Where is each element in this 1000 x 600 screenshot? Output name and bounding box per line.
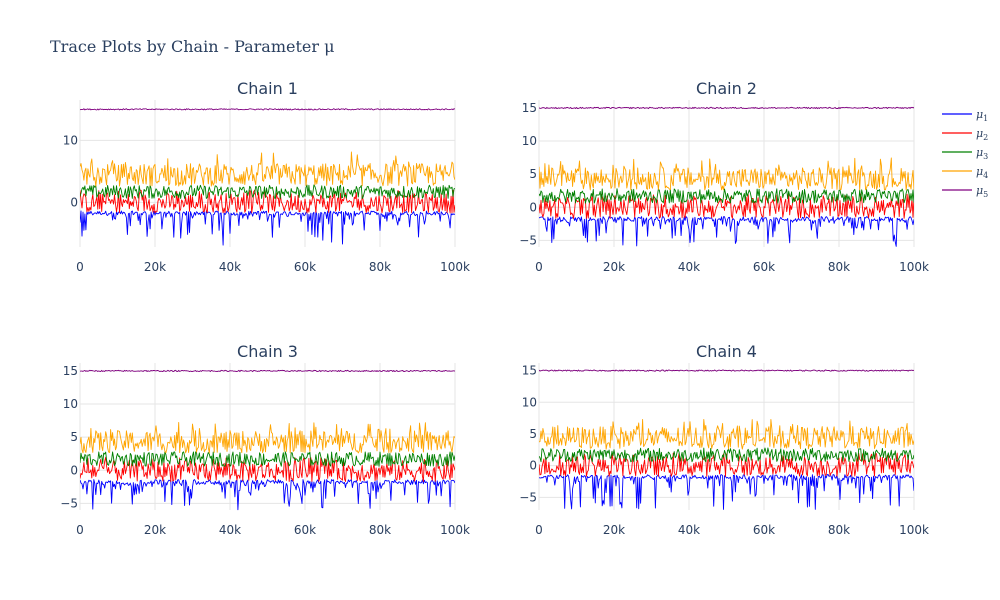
x-tick-label: 80k (369, 523, 391, 537)
traces (539, 369, 914, 510)
legend-item[interactable]: μ2 (942, 127, 988, 142)
x-tick-label: 40k (678, 523, 700, 537)
traces (80, 108, 455, 246)
x-tick-label: 20k (603, 260, 625, 274)
legend-subscript: 3 (983, 152, 988, 161)
panel-chain-3: Chain 3 0 20k 40k 60k 80k 100k −5 0 5 10 15 (60, 342, 470, 537)
y-tick-label: 5 (529, 167, 537, 181)
legend-subscript: 4 (983, 171, 988, 180)
y-tick-label: 15 (522, 364, 537, 378)
legend-symbol: μ (976, 127, 983, 140)
panel-chain-1: Chain 1 0 20k 40k 60k 80k 100k 0 10 (63, 79, 470, 274)
legend-symbol: μ (976, 165, 983, 178)
trace-μ4 (539, 157, 914, 191)
panel-chain-4: Chain 4 0 20k 40k 60k 80k 100k −5 0 5 10 15 (519, 342, 929, 537)
x-tick-label: 60k (753, 523, 775, 537)
trace-μ3 (80, 184, 455, 200)
x-tick-label: 80k (828, 260, 850, 274)
x-tick-label: 100k (440, 260, 470, 274)
trace-μ4 (80, 422, 455, 454)
y-tick-label: −5 (60, 496, 78, 510)
panel-title: Chain 4 (696, 342, 757, 361)
legend-symbol: μ (976, 184, 983, 197)
y-tick-label: 0 (70, 195, 78, 209)
x-tick-label: 40k (219, 523, 241, 537)
panel-title: Chain 1 (237, 79, 298, 98)
panel-title: Chain 2 (696, 79, 757, 98)
legend-label: μ4 (976, 165, 988, 180)
trace-μ3 (80, 451, 455, 467)
x-tick-label: 80k (828, 523, 850, 537)
legend-symbol: μ (976, 146, 983, 159)
legend-label: μ3 (976, 146, 988, 161)
panel-chain-2: Chain 2 0 20k 40k 60k 80k 100k −5 0 5 10 15 (519, 79, 929, 274)
x-tick-label: 100k (899, 260, 929, 274)
legend-subscript: 5 (983, 190, 988, 199)
x-tick-label: 20k (144, 260, 166, 274)
x-tick-label: 20k (603, 523, 625, 537)
x-tick-label: 80k (369, 260, 391, 274)
trace-μ3 (539, 447, 914, 463)
y-tick-label: 10 (63, 397, 78, 411)
y-tick-label: 5 (529, 427, 537, 441)
legend-label: μ1 (976, 108, 988, 123)
legend-label: μ5 (976, 184, 988, 199)
x-tick-label: 0 (535, 260, 543, 274)
y-tick-label: 5 (70, 430, 78, 444)
trace-μ5 (80, 108, 455, 111)
y-tick-label: 15 (63, 364, 78, 378)
panels-group: Chain 1 0 20k 40k 60k 80k 100k 0 10 Chain 2 0 20k 40… (60, 79, 929, 537)
trace-μ1 (539, 474, 914, 510)
trace-μ4 (80, 151, 455, 187)
trace-μ5 (539, 106, 914, 110)
legend-item[interactable]: μ3 (942, 146, 988, 161)
x-tick-label: 60k (753, 260, 775, 274)
traces (80, 369, 455, 511)
trace-μ4 (539, 418, 914, 450)
legend-subscript: 1 (983, 114, 988, 123)
y-tick-label: 10 (522, 395, 537, 409)
legend-item[interactable]: μ5 (942, 184, 988, 199)
trace-μ5 (80, 369, 455, 373)
legend-symbol: μ (976, 108, 983, 121)
trace-μ3 (539, 188, 914, 204)
trace-μ1 (539, 216, 914, 247)
y-tick-label: −5 (519, 490, 537, 504)
y-tick-label: 0 (529, 459, 537, 473)
y-tick-label: 0 (70, 463, 78, 477)
y-tick-label: 0 (529, 200, 537, 214)
y-tick-label: −5 (519, 233, 537, 247)
x-tick-label: 20k (144, 523, 166, 537)
trace-μ5 (539, 369, 914, 372)
panel-title: Chain 3 (237, 342, 298, 361)
x-tick-label: 0 (76, 260, 84, 274)
legend-label: μ2 (976, 127, 988, 142)
traces (539, 106, 914, 247)
figure-title: Trace Plots by Chain - Parameter μ (50, 37, 335, 56)
y-tick-label: 15 (522, 101, 537, 115)
trace-μ2 (539, 452, 914, 477)
y-tick-label: 10 (522, 134, 537, 148)
x-tick-label: 0 (535, 523, 543, 537)
x-tick-label: 40k (219, 260, 241, 274)
trace-μ2 (80, 189, 455, 214)
x-tick-label: 100k (440, 523, 470, 537)
trace-μ2 (80, 456, 455, 482)
x-tick-label: 60k (294, 260, 316, 274)
trace-μ1 (80, 210, 455, 246)
x-tick-label: 0 (76, 523, 84, 537)
legend-subscript: 2 (983, 133, 988, 142)
x-tick-label: 100k (899, 523, 929, 537)
y-tick-label: 10 (63, 133, 78, 147)
legend-item[interactable]: μ4 (942, 165, 988, 180)
x-tick-label: 40k (678, 260, 700, 274)
trace-μ1 (80, 479, 455, 511)
legend-item[interactable]: μ1 (942, 108, 988, 123)
x-tick-label: 60k (294, 523, 316, 537)
